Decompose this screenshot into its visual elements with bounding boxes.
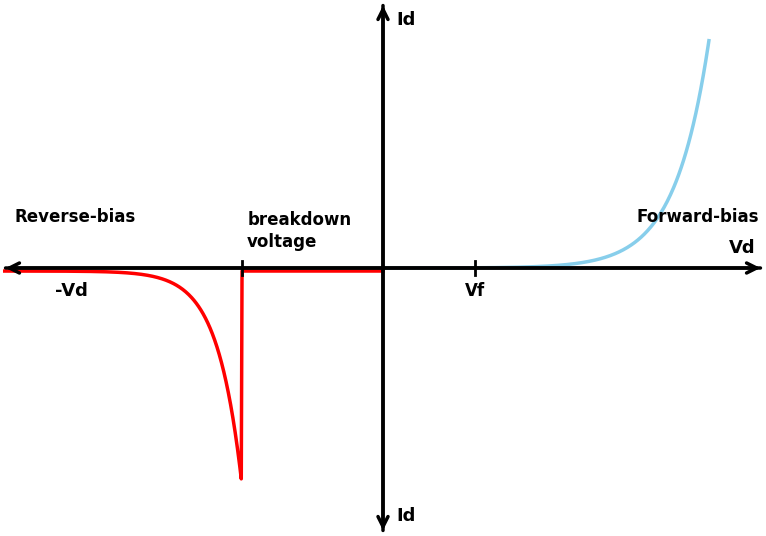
Text: -Vd: -Vd (55, 281, 87, 300)
Text: Vd: Vd (729, 239, 755, 257)
Text: Forward-bias: Forward-bias (637, 209, 759, 226)
Text: Id: Id (396, 507, 415, 525)
Text: Reverse-bias: Reverse-bias (15, 209, 136, 226)
Text: Vf: Vf (465, 281, 486, 300)
Text: Id: Id (396, 11, 415, 29)
Text: breakdown
voltage: breakdown voltage (247, 211, 352, 251)
